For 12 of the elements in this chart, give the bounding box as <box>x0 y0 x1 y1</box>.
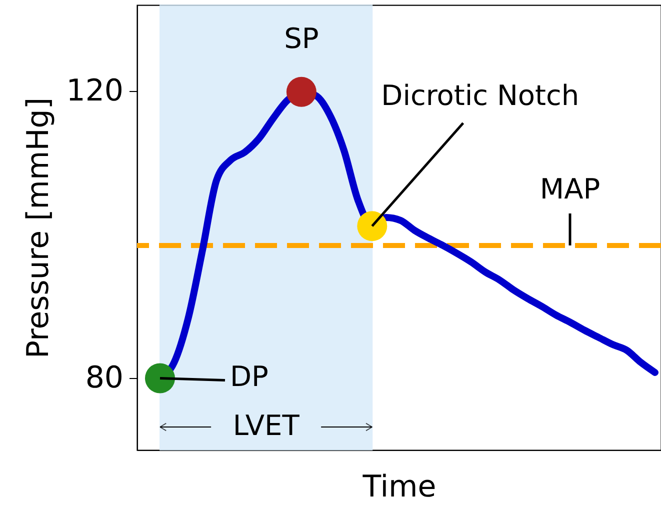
y-axis-title: Pressure [mmHg] <box>21 97 56 359</box>
ref-line-label: MAP <box>540 172 600 206</box>
annotation: SP <box>284 22 319 55</box>
annotation: DP <box>230 360 268 394</box>
annotation: Dicrotic Notch <box>381 79 580 112</box>
x-axis-title: Time <box>362 470 436 504</box>
y-tick-label: 80 <box>85 360 124 396</box>
point <box>145 363 175 394</box>
point <box>286 76 316 107</box>
point <box>357 211 388 242</box>
annotation: LVET <box>232 409 300 442</box>
y-tick-label: 120 <box>66 74 124 109</box>
